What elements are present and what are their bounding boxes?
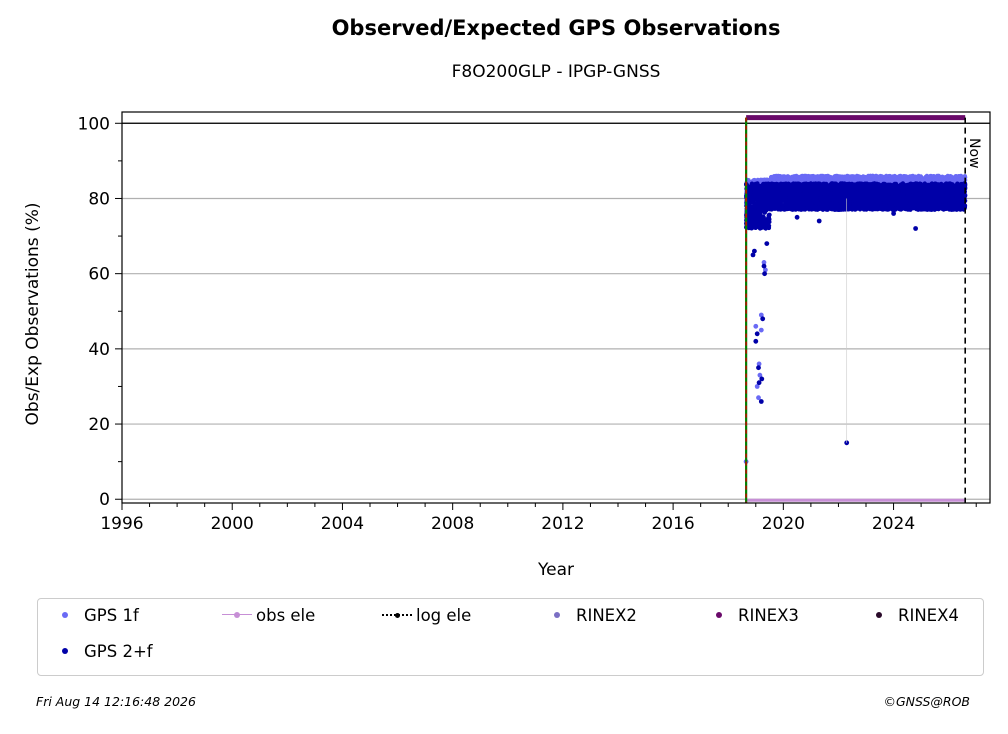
data-point xyxy=(767,212,772,217)
data-point xyxy=(815,175,820,180)
data-point xyxy=(758,327,764,333)
data-point xyxy=(826,174,831,179)
data-point xyxy=(876,177,881,182)
data-point xyxy=(754,221,759,227)
data-point xyxy=(746,196,751,201)
data-point xyxy=(884,173,889,179)
data-point xyxy=(775,177,780,182)
data-point xyxy=(849,176,854,181)
data-point xyxy=(891,176,897,181)
data-point xyxy=(939,176,944,181)
data-point xyxy=(786,175,791,180)
data-point xyxy=(903,174,908,180)
data-point xyxy=(749,211,755,216)
data-point xyxy=(749,205,754,210)
chart-title: Observed/Expected GPS Observations xyxy=(331,16,781,40)
data-point xyxy=(755,193,761,198)
chart-subtitle: F8O200GLP - IPGP-GNSS xyxy=(451,62,661,82)
data-point xyxy=(897,174,902,179)
data-point xyxy=(759,218,764,223)
data-point xyxy=(766,218,771,223)
data-point xyxy=(760,200,765,205)
data-point xyxy=(927,175,932,181)
data-point xyxy=(866,175,872,180)
data-point xyxy=(771,174,777,179)
data-point xyxy=(782,177,787,182)
data-point xyxy=(754,218,759,223)
data-point xyxy=(819,174,824,179)
data-point xyxy=(808,175,814,180)
data-point xyxy=(755,189,760,194)
data-point xyxy=(872,175,877,180)
data-layer xyxy=(122,115,990,503)
gps-2f-series xyxy=(744,181,968,446)
plot-area: 1996 2000 2004 2008 2012 2016 2020 202402040608… xyxy=(23,111,991,580)
data-point xyxy=(958,173,964,179)
data-point xyxy=(909,174,915,179)
data-point xyxy=(753,323,759,329)
data-point xyxy=(754,203,759,209)
data-point xyxy=(832,175,837,180)
data-point xyxy=(762,210,767,215)
data-point xyxy=(760,193,765,198)
data-point xyxy=(755,182,760,187)
gps-1f-series xyxy=(743,173,968,464)
data-point xyxy=(840,175,846,180)
data-point xyxy=(757,226,763,231)
data-point xyxy=(854,175,859,180)
data-point xyxy=(750,197,755,203)
data-point xyxy=(802,175,807,181)
data-point xyxy=(948,174,954,179)
